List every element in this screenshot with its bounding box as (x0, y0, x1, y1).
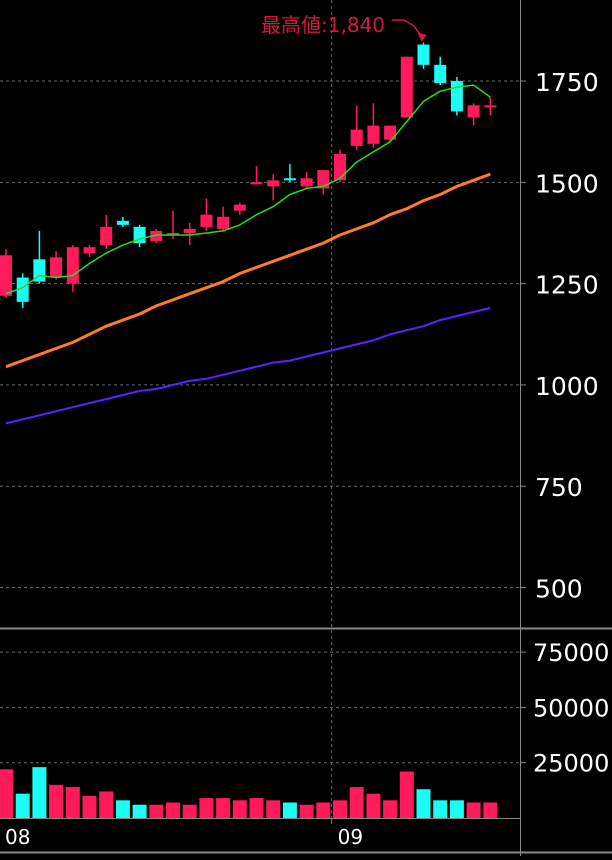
ma-mid-line (5, 172, 491, 369)
volume-bar (182, 804, 197, 818)
price-tick-label: 1000 (535, 372, 599, 401)
high-annotation-label: 最高値:1,840 (261, 13, 385, 37)
candle-body (317, 170, 330, 189)
candle-body (450, 81, 463, 112)
candle-body (16, 277, 29, 302)
high-annotation-leader (392, 19, 423, 38)
candle-body (233, 204, 246, 211)
candle-body (384, 125, 397, 140)
volume-bar (466, 802, 481, 818)
volume-bar (282, 802, 297, 818)
candle-body (150, 230, 163, 242)
volume-bar (232, 800, 247, 818)
candle-body (484, 105, 497, 108)
candle-body (66, 247, 79, 284)
ma-short-line (5, 84, 491, 295)
candle-body (116, 220, 129, 225)
time-tick-label: 08 (5, 825, 30, 849)
volume-bar (449, 800, 464, 818)
candle-body (267, 180, 280, 187)
volume-bar (216, 798, 231, 818)
volume-bar (399, 771, 414, 818)
volume-bar (416, 789, 431, 818)
volume-bar (383, 800, 398, 818)
price-tick-label: 1250 (535, 271, 599, 300)
price-tick-label: 1750 (535, 68, 599, 97)
candle-body (0, 255, 12, 296)
candle-body (200, 214, 213, 227)
volume-bar (132, 804, 147, 818)
price-tick-label: 500 (535, 574, 583, 603)
volume-bar (149, 804, 164, 818)
candle-body (100, 226, 113, 246)
volume-bar (199, 798, 214, 818)
candle-body (467, 105, 480, 118)
candle-body (50, 257, 63, 278)
volume-bar (82, 795, 97, 818)
candle-body (417, 44, 430, 65)
candle-body (434, 64, 447, 84)
candle-body (217, 216, 230, 229)
ma-long-line (5, 306, 491, 425)
candle-body (350, 129, 363, 146)
candle-body (300, 178, 313, 187)
volume-tick-label: 25000 (533, 750, 609, 778)
volume-bar (483, 802, 498, 818)
high-annotation-arrowhead (417, 32, 427, 42)
volume-bar (266, 800, 281, 818)
volume-bar (0, 769, 13, 818)
candle-body (250, 182, 263, 185)
volume-bar (316, 802, 331, 818)
volume-bar (349, 787, 364, 818)
volume-bar (15, 793, 30, 818)
candle-body (283, 178, 296, 181)
candle-body (400, 56, 413, 118)
volume-bar (299, 804, 314, 818)
volume-bar (65, 787, 80, 818)
volume-bar (433, 800, 448, 818)
volume-bar (249, 798, 264, 818)
candle-body (367, 125, 380, 144)
candle-body (334, 153, 346, 181)
price-tick-label: 1500 (535, 169, 599, 198)
volume-bar (115, 800, 130, 818)
volume-tick-label: 75000 (533, 639, 609, 667)
volume-bar (166, 802, 180, 818)
volume-bar (99, 791, 114, 818)
candle-body (167, 232, 179, 235)
time-tick-label: 09 (338, 825, 363, 849)
volume-bar (333, 800, 347, 818)
volume-tick-label: 50000 (533, 694, 609, 722)
candle-body (83, 247, 96, 254)
volume-bar (32, 767, 47, 818)
price-tick-label: 750 (535, 473, 583, 502)
volume-bar (49, 784, 64, 818)
candle-body (183, 228, 196, 233)
volume-bar (366, 793, 381, 818)
